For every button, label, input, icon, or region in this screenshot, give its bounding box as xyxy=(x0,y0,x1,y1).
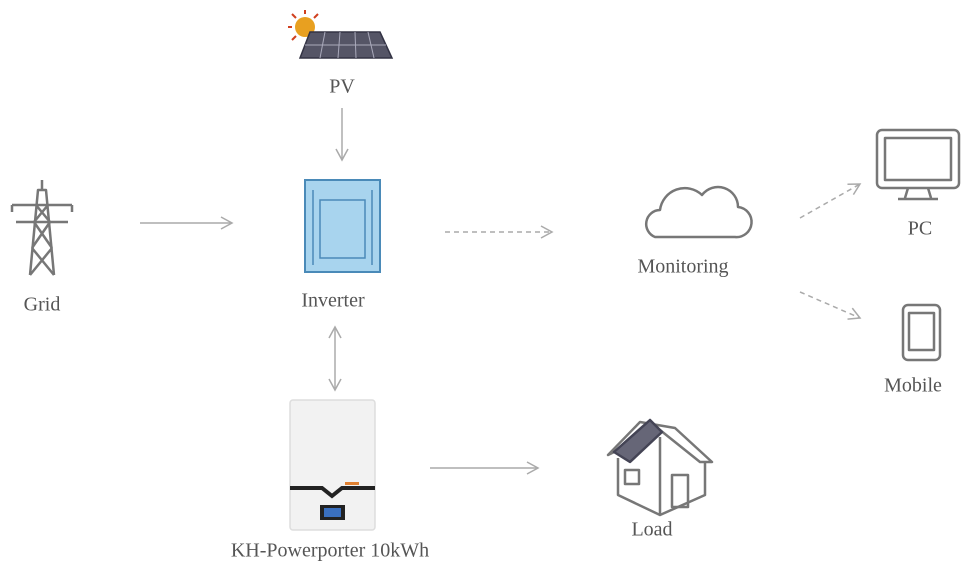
node-label: Grid xyxy=(24,294,61,316)
cloud-icon xyxy=(646,187,751,237)
page: PV Grid Inverter Monitoring PC Mobile xyxy=(0,0,965,569)
arrow xyxy=(800,292,860,318)
grid-icon xyxy=(12,180,72,275)
mobile-icon xyxy=(903,305,940,360)
pc-icon xyxy=(877,130,959,199)
pv-icon xyxy=(288,10,392,58)
node-label: Monitoring xyxy=(637,256,728,278)
node-label: Mobile xyxy=(884,375,942,397)
diagram: PV Grid Inverter Monitoring PC Mobile xyxy=(0,0,965,569)
node-label: Load xyxy=(631,519,672,541)
node-label: Inverter xyxy=(301,290,365,312)
node-label: PV xyxy=(329,76,355,98)
node-label: KH-Powerporter 10kWh xyxy=(231,540,429,562)
inverter-icon xyxy=(305,180,380,272)
arrow xyxy=(800,184,860,218)
house-icon xyxy=(608,420,712,515)
battery-icon xyxy=(290,400,375,530)
node-label: PC xyxy=(908,218,932,240)
